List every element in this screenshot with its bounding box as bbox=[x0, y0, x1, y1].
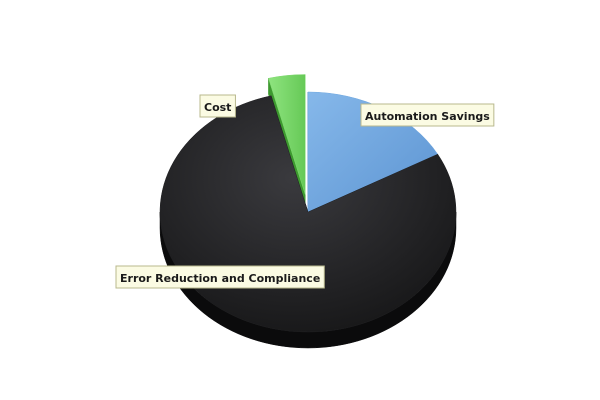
slice-label-text-0: Automation Savings bbox=[365, 110, 490, 123]
slice-label-box-1 bbox=[115, 265, 325, 289]
slice-label-box-0 bbox=[360, 103, 495, 127]
slice-label-text-1: Error Reduction and Compliance bbox=[120, 272, 320, 285]
slice-label-2: Cost bbox=[199, 94, 236, 118]
slice-label-1: Error Reduction and Compliance bbox=[115, 265, 325, 289]
slice-2-top[interactable] bbox=[268, 74, 306, 195]
slice-label-0: Automation Savings bbox=[360, 103, 495, 127]
slice-label-box-2 bbox=[199, 94, 236, 118]
pie-labels: Automation Savings Error Reduction and Co… bbox=[115, 94, 495, 289]
slice-label-text-2: Cost bbox=[204, 101, 231, 114]
